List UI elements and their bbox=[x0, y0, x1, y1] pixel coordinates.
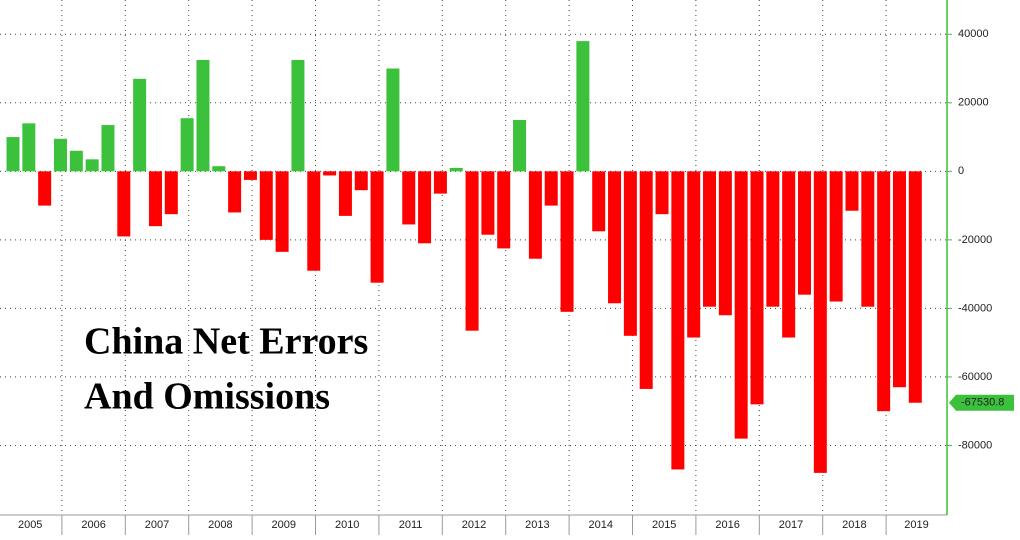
x-tick-label: 2011 bbox=[399, 519, 423, 531]
y-tick-label: -60000 bbox=[958, 371, 992, 383]
bar bbox=[703, 171, 717, 307]
last-value-label: -67530.8 bbox=[961, 397, 1004, 409]
bar bbox=[243, 171, 257, 180]
x-tick-label: 2012 bbox=[462, 519, 486, 531]
bar bbox=[734, 171, 748, 439]
bar bbox=[798, 171, 811, 295]
bar bbox=[766, 171, 780, 307]
y-tick-label: 20000 bbox=[958, 97, 989, 109]
x-tick-label: 2015 bbox=[652, 519, 676, 531]
bar bbox=[101, 125, 115, 172]
bar bbox=[148, 171, 162, 227]
bar bbox=[433, 171, 447, 194]
bar bbox=[908, 171, 922, 403]
bar bbox=[481, 171, 495, 235]
bar bbox=[164, 171, 178, 215]
x-tick-label: 2010 bbox=[335, 519, 359, 531]
bar bbox=[402, 171, 416, 225]
x-tick-label: 2014 bbox=[589, 519, 613, 531]
bar bbox=[892, 171, 906, 388]
bar bbox=[69, 150, 83, 172]
bar bbox=[750, 171, 764, 405]
bar bbox=[513, 119, 527, 172]
y-tick-label: -20000 bbox=[958, 234, 992, 246]
bar bbox=[228, 171, 242, 213]
bar bbox=[829, 171, 843, 302]
bar bbox=[85, 159, 99, 172]
bar bbox=[259, 171, 273, 240]
bar bbox=[608, 171, 622, 304]
bar bbox=[813, 171, 827, 473]
bar bbox=[386, 68, 400, 172]
bar bbox=[449, 167, 463, 172]
bar bbox=[782, 171, 796, 338]
chart-title-line: China Net Errors bbox=[84, 321, 368, 363]
x-tick-label: 2005 bbox=[18, 519, 42, 531]
bar bbox=[323, 171, 337, 176]
bar bbox=[212, 166, 226, 172]
bar bbox=[560, 171, 574, 312]
bar bbox=[671, 171, 685, 470]
x-tick-label: 2013 bbox=[525, 519, 549, 531]
x-tick-label: 2007 bbox=[145, 519, 169, 531]
chart-title-line: And Omissions bbox=[84, 376, 330, 418]
bar bbox=[117, 171, 131, 237]
bar bbox=[354, 171, 368, 191]
x-tick-label: 2017 bbox=[779, 519, 803, 531]
bar bbox=[275, 171, 289, 252]
bar bbox=[338, 171, 352, 216]
bar bbox=[196, 59, 210, 172]
bar bbox=[845, 171, 859, 211]
bar bbox=[497, 171, 511, 249]
bar bbox=[639, 171, 653, 389]
bar bbox=[877, 171, 891, 412]
bar bbox=[861, 171, 875, 307]
bar bbox=[180, 118, 194, 172]
bar bbox=[528, 171, 542, 259]
bar bbox=[718, 171, 732, 316]
x-tick-label: 2019 bbox=[904, 519, 928, 531]
y-tick-label: -40000 bbox=[958, 302, 992, 314]
bar bbox=[6, 137, 20, 172]
bar bbox=[22, 123, 36, 172]
bar bbox=[133, 78, 147, 172]
bar bbox=[38, 171, 52, 206]
bar bbox=[592, 171, 606, 232]
bar bbox=[576, 41, 590, 172]
last-value-box bbox=[949, 394, 1014, 411]
x-tick-label: 2008 bbox=[208, 519, 232, 531]
x-tick-label: 2006 bbox=[81, 519, 105, 531]
bar bbox=[623, 171, 637, 336]
bar bbox=[687, 171, 701, 338]
y-tick-label: 0 bbox=[958, 165, 964, 177]
x-tick-label: 2016 bbox=[715, 519, 739, 531]
y-tick-label: 40000 bbox=[958, 28, 989, 40]
bar bbox=[53, 138, 67, 172]
bar bbox=[418, 171, 432, 244]
x-tick-label: 2009 bbox=[272, 519, 296, 531]
bar bbox=[465, 171, 479, 331]
bar bbox=[544, 171, 558, 206]
bar bbox=[370, 171, 384, 283]
y-tick-label: -80000 bbox=[958, 439, 992, 451]
bar bbox=[655, 171, 669, 215]
bar bbox=[291, 59, 305, 172]
x-tick-label: 2018 bbox=[842, 519, 866, 531]
bar bbox=[307, 171, 321, 271]
